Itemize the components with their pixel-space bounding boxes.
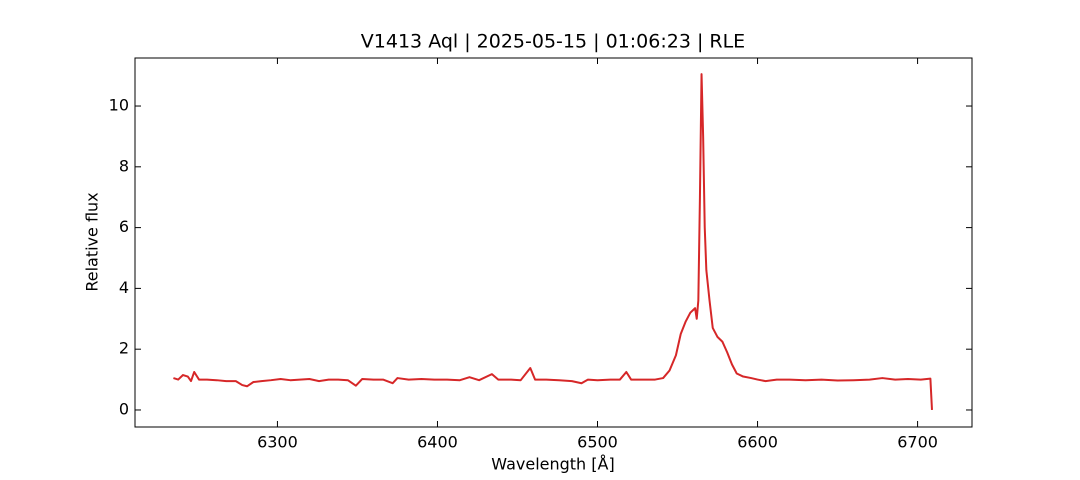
x-tick-label: 6300: [257, 433, 298, 452]
y-tick-label: 10: [109, 96, 129, 115]
x-tick-label: 6400: [417, 433, 458, 452]
y-axis-label: Relative flux: [83, 192, 102, 291]
y-tick-label: 4: [119, 278, 129, 297]
spectrum-line: [173, 73, 933, 411]
y-tick-label: 8: [119, 156, 129, 175]
plot-frame: [134, 57, 973, 428]
x-tick-label: 6600: [737, 433, 778, 452]
x-tick-label: 6700: [897, 433, 938, 452]
chart-title: V1413 Aql | 2025-05-15 | 01:06:23 | RLE: [361, 31, 745, 53]
y-tick-label: 6: [119, 217, 129, 236]
x-tick-label: 6500: [577, 433, 618, 452]
x-axis-label: Wavelength [Å]: [491, 455, 614, 474]
y-tick-label: 2: [119, 339, 129, 358]
y-tick-label: 0: [119, 399, 129, 418]
